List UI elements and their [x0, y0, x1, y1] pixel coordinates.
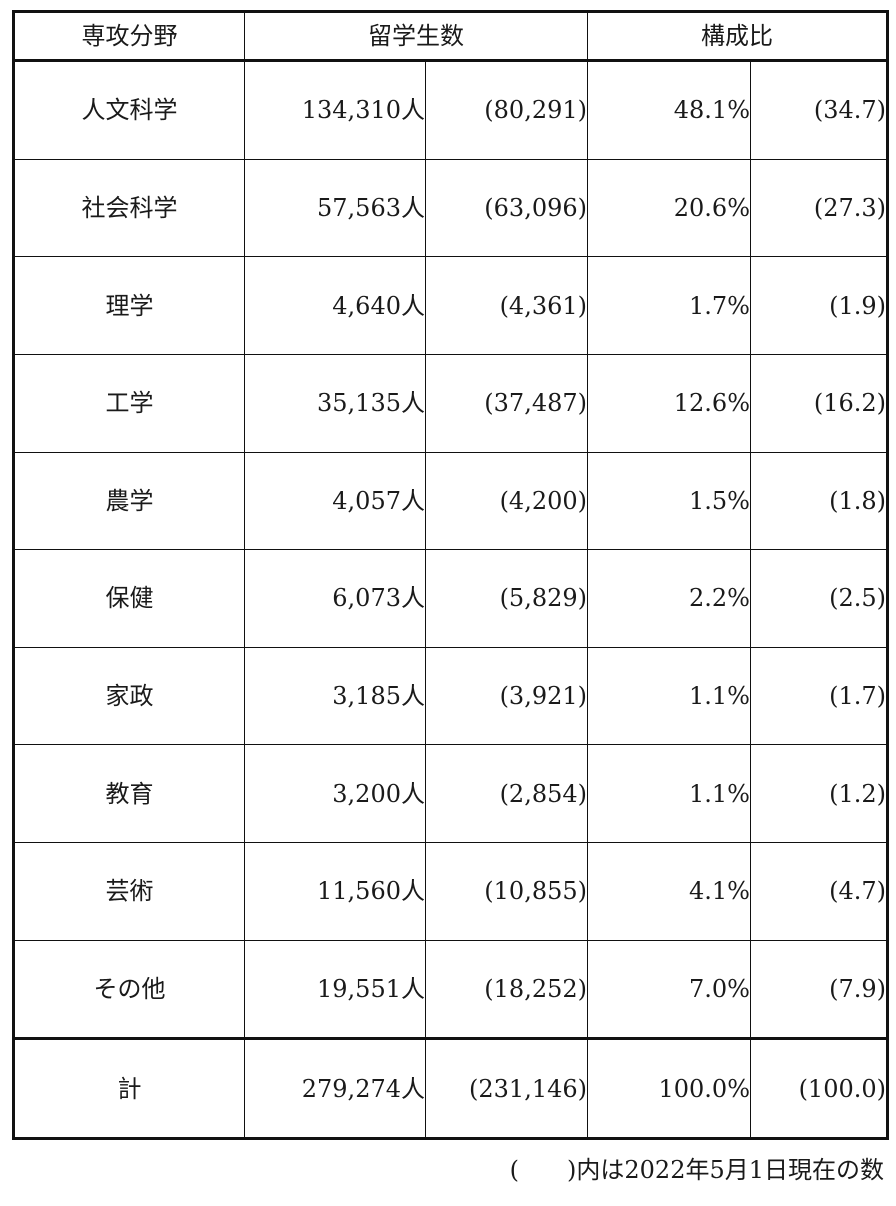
prev-ratio-cell: (1.9) [750, 256, 888, 355]
ratio-cell: 1.7% [587, 256, 751, 355]
prev-count-cell: (2,854) [425, 744, 588, 843]
prev-count-cell: (4,361) [425, 256, 588, 355]
ratio-cell: 1.5% [587, 451, 751, 551]
students-by-field-table: 専攻分野 留学生数 構成比 人文科学 134,310人 (80,291) 48.… [12, 10, 889, 1140]
count-cell: 57,563人 [244, 158, 426, 258]
count-cell: 134,310人 [244, 60, 426, 160]
count-cell: 3,200人 [244, 744, 426, 843]
total-label: 計 [13, 1038, 245, 1139]
total-count: 279,274人 [244, 1038, 426, 1139]
prev-count-cell: (10,855) [425, 842, 588, 941]
prev-ratio-cell: (1.8) [750, 451, 888, 551]
header-field: 専攻分野 [13, 11, 245, 61]
ratio-cell: 48.1% [587, 60, 751, 160]
header-students: 留学生数 [244, 11, 588, 61]
count-cell: 4,640人 [244, 256, 426, 355]
field-cell: その他 [13, 939, 245, 1040]
count-cell: 19,551人 [244, 939, 426, 1040]
count-cell: 4,057人 [244, 451, 426, 551]
total-prev-ratio: (100.0) [750, 1038, 888, 1139]
prev-count-cell: (4,200) [425, 451, 588, 551]
table-row: 教育 3,200人 (2,854) 1.1% (1.2) [13, 744, 888, 843]
field-cell: 農学 [13, 451, 245, 551]
field-cell: 理学 [13, 256, 245, 355]
total-ratio: 100.0% [587, 1038, 751, 1139]
prev-ratio-cell: (16.2) [750, 353, 888, 453]
prev-ratio-cell: (2.5) [750, 549, 888, 648]
prev-ratio-cell: (1.2) [750, 744, 888, 843]
footnote: ( )内は2022年5月1日現在の数 [509, 1156, 884, 1184]
table-row: 芸術 11,560人 (10,855) 4.1% (4.7) [13, 842, 888, 941]
ratio-cell: 1.1% [587, 744, 751, 843]
prev-ratio-cell: (1.7) [750, 646, 888, 746]
ratio-cell: 12.6% [587, 353, 751, 453]
table-row: その他 19,551人 (18,252) 7.0% (7.9) [13, 939, 888, 1040]
ratio-cell: 7.0% [587, 939, 751, 1040]
prev-count-cell: (37,487) [425, 353, 588, 453]
prev-count-cell: (63,096) [425, 158, 588, 258]
prev-count-cell: (3,921) [425, 646, 588, 746]
field-cell: 社会科学 [13, 158, 245, 258]
ratio-cell: 2.2% [587, 549, 751, 648]
table-row: 工学 35,135人 (37,487) 12.6% (16.2) [13, 353, 888, 453]
prev-count-cell: (5,829) [425, 549, 588, 648]
table-row: 人文科学 134,310人 (80,291) 48.1% (34.7) [13, 60, 888, 160]
table-row: 社会科学 57,563人 (63,096) 20.6% (27.3) [13, 158, 888, 258]
field-cell: 工学 [13, 353, 245, 453]
prev-ratio-cell: (34.7) [750, 60, 888, 160]
count-cell: 6,073人 [244, 549, 426, 648]
table-row: 理学 4,640人 (4,361) 1.7% (1.9) [13, 256, 888, 355]
ratio-cell: 4.1% [587, 842, 751, 941]
field-cell: 人文科学 [13, 60, 245, 160]
ratio-cell: 1.1% [587, 646, 751, 746]
field-cell: 家政 [13, 646, 245, 746]
prev-count-cell: (18,252) [425, 939, 588, 1040]
total-prev-count: (231,146) [425, 1038, 588, 1139]
header-row: 専攻分野 留学生数 構成比 [13, 11, 888, 61]
field-cell: 保健 [13, 549, 245, 648]
table-row: 家政 3,185人 (3,921) 1.1% (1.7) [13, 646, 888, 746]
prev-count-cell: (80,291) [425, 60, 588, 160]
field-cell: 教育 [13, 744, 245, 843]
ratio-cell: 20.6% [587, 158, 751, 258]
header-ratio: 構成比 [587, 11, 888, 61]
count-cell: 35,135人 [244, 353, 426, 453]
table-row: 農学 4,057人 (4,200) 1.5% (1.8) [13, 451, 888, 551]
table-row: 保健 6,073人 (5,829) 2.2% (2.5) [13, 549, 888, 648]
prev-ratio-cell: (27.3) [750, 158, 888, 258]
total-row: 計 279,274人 (231,146) 100.0% (100.0) [13, 1038, 888, 1139]
field-cell: 芸術 [13, 842, 245, 941]
count-cell: 3,185人 [244, 646, 426, 746]
prev-ratio-cell: (4.7) [750, 842, 888, 941]
count-cell: 11,560人 [244, 842, 426, 941]
prev-ratio-cell: (7.9) [750, 939, 888, 1040]
